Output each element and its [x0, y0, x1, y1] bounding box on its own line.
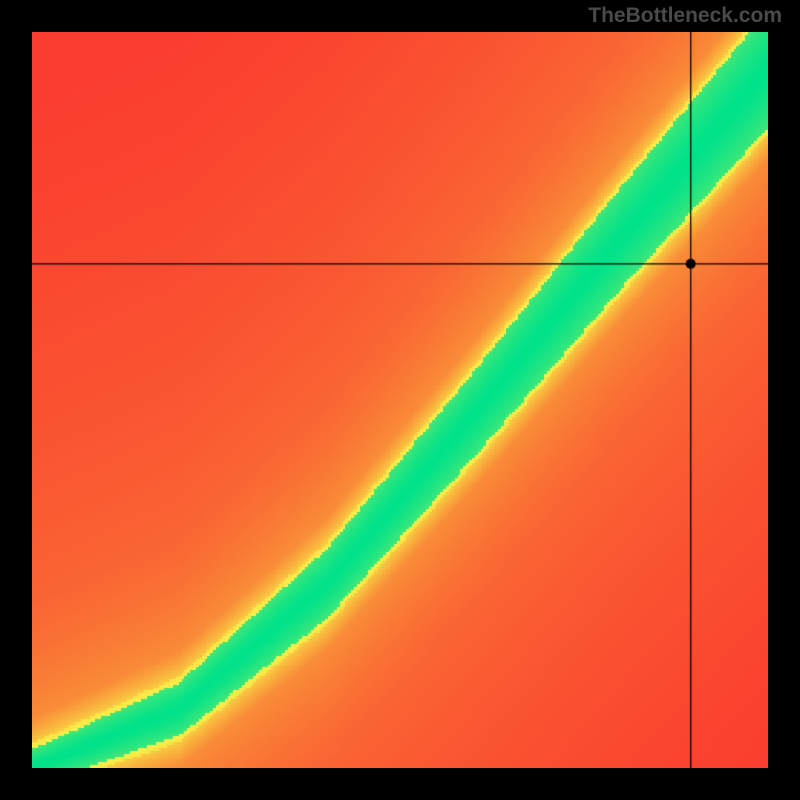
chart-container: TheBottleneck.com — [0, 0, 800, 800]
heatmap-canvas — [32, 32, 768, 768]
heatmap-plot — [32, 32, 768, 768]
watermark-text: TheBottleneck.com — [588, 4, 782, 28]
